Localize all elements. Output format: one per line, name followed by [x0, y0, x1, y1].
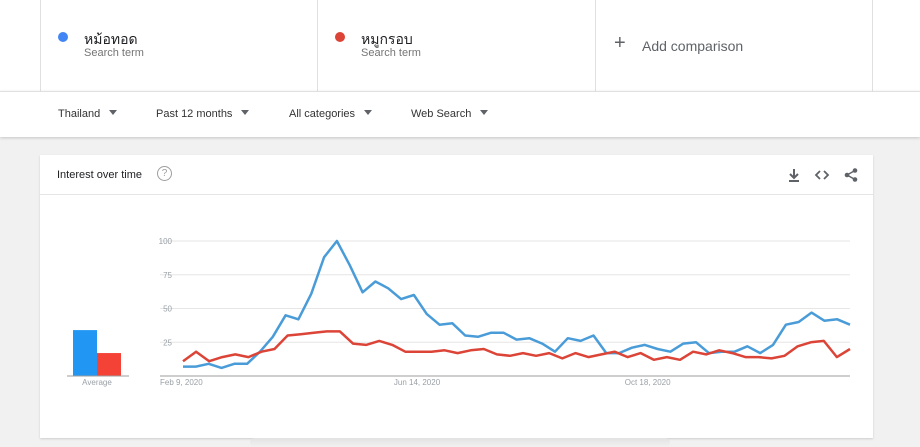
y-tick-label: 25 — [163, 338, 172, 347]
interest-over-time-chart: 100 75 50 25 Feb 9, 2020 Jun 14, 2020 Oct 18, … — [67, 237, 851, 387]
search-term-name: หมูกรอบ — [361, 31, 413, 47]
chevron-down-icon — [241, 110, 250, 115]
card-title: Interest over time — [57, 169, 142, 181]
search-term-card-1[interactable]: หม้อทอด Search term — [40, 0, 317, 91]
share-icon[interactable] — [843, 167, 859, 183]
region-dropdown[interactable]: Thailand — [58, 108, 118, 120]
term-color-dot-red — [335, 32, 345, 42]
search-property-dropdown[interactable]: Web Search — [411, 108, 489, 120]
series-line-red — [182, 330, 851, 363]
search-property-label: Web Search — [411, 108, 472, 120]
search-term-subtitle: Search term — [361, 47, 421, 59]
help-icon[interactable]: ? — [157, 166, 172, 181]
average-bar-red — [97, 353, 121, 376]
search-term-card-2[interactable]: หมูกรอบ Search term — [317, 0, 595, 91]
search-term-name: หม้อทอด — [84, 31, 138, 47]
interest-over-time-card: Interest over time ? 100 75 50 25 Feb 9, 202… — [40, 155, 873, 438]
search-term-subtitle: Search term — [84, 47, 144, 59]
embed-icon[interactable] — [814, 167, 830, 183]
add-comparison-button[interactable]: + Add comparison — [595, 0, 873, 91]
plus-icon: + — [614, 32, 626, 54]
filter-bar: Thailand Past 12 months All categories W… — [0, 91, 920, 137]
series-line-blue — [183, 239, 851, 370]
download-icon[interactable] — [786, 167, 802, 183]
chevron-down-icon — [109, 110, 118, 115]
x-tick-label: Jun 14, 2020 — [394, 378, 441, 387]
average-bar-blue — [73, 330, 97, 376]
footer-shadow — [250, 438, 670, 447]
time-range-label: Past 12 months — [156, 108, 233, 120]
chevron-down-icon — [364, 110, 373, 115]
region-label: Thailand — [58, 108, 101, 120]
y-tick-label: 50 — [163, 305, 172, 314]
category-dropdown[interactable]: All categories — [289, 108, 373, 120]
time-range-dropdown[interactable]: Past 12 months — [156, 108, 250, 120]
x-tick-label: Feb 9, 2020 — [160, 378, 203, 387]
x-tick-label: Oct 18, 2020 — [625, 378, 671, 387]
term-color-dot-blue — [58, 32, 68, 42]
add-comparison-label: Add comparison — [642, 38, 744, 54]
average-label: Average — [82, 378, 112, 387]
card-header: Interest over time ? — [40, 155, 873, 195]
y-tick-label: 100 — [159, 237, 173, 246]
chevron-down-icon — [480, 110, 489, 115]
category-label: All categories — [289, 108, 356, 120]
compare-bar: หม้อทอด Search term หมูกรอบ Search term … — [0, 0, 920, 91]
y-tick-label: 75 — [163, 271, 172, 280]
